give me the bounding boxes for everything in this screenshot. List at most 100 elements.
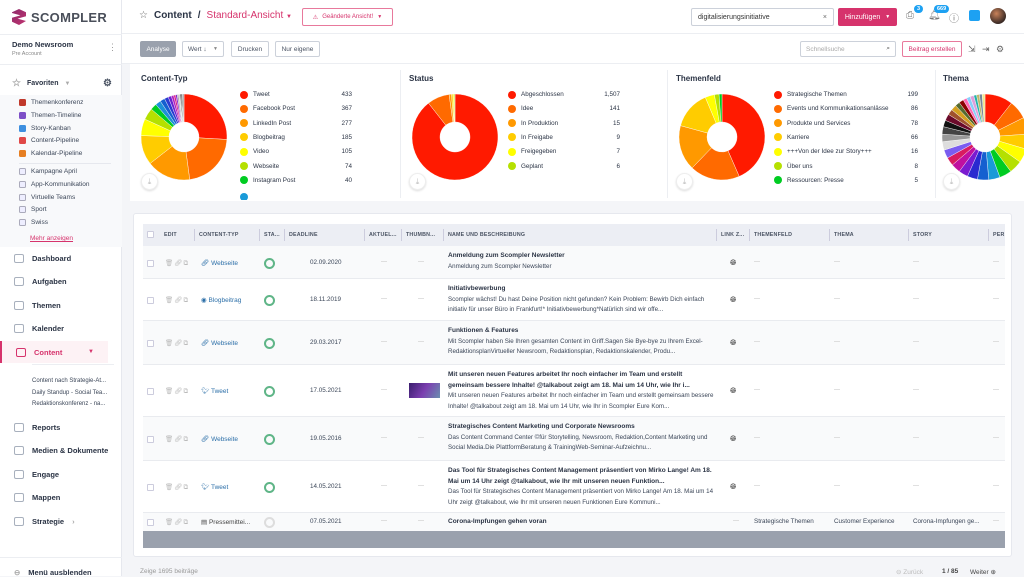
- legend-item[interactable]: LinkedIn Post 277: [240, 119, 352, 128]
- logo[interactable]: SCOMPLER: [12, 9, 107, 25]
- column-header[interactable]: THEMA: [834, 232, 854, 238]
- download-chart-button[interactable]: ⤓: [409, 173, 426, 190]
- legend-item[interactable]: Events und Kommunikationsanlässe 86: [774, 104, 918, 113]
- status-indicator[interactable]: [264, 386, 275, 397]
- favorite-item[interactable]: Story-Kanban: [19, 124, 71, 132]
- nav-reports[interactable]: Reports: [14, 422, 122, 432]
- horizontal-scrollbar[interactable]: [143, 531, 1005, 548]
- org-name[interactable]: Demo Newsroom Pre Account: [12, 40, 74, 57]
- favorite-item[interactable]: Themen-Timeline: [19, 111, 81, 119]
- nav-themen[interactable]: Themen: [14, 300, 122, 310]
- name-description[interactable]: Corona-Impfungen gehen voran: [448, 517, 718, 528]
- legend-item[interactable]: Tweet 433: [240, 90, 352, 99]
- row-actions[interactable]: 🗑︎🔗︎⧉: [165, 435, 189, 444]
- table-row[interactable]: 🗑︎🔗︎⧉ 🐦︎ Tweet 14.05.2021 — — Das Tool für St…: [143, 461, 1005, 513]
- nav-kalender[interactable]: Kalender: [14, 323, 122, 333]
- settings-icon[interactable]: ⚙: [996, 44, 1005, 54]
- changed-view-button[interactable]: ⚠ Geänderte Ansicht! ▼: [302, 8, 393, 26]
- view-selector[interactable]: Standard-Ansicht ▼: [206, 10, 292, 21]
- content-type-link[interactable]: ▤ Pressemittei...: [201, 519, 251, 526]
- download-chart-button[interactable]: ⤓: [676, 173, 693, 190]
- favorite-calendar-item[interactable]: Swiss: [19, 219, 48, 227]
- nav-content[interactable]: Content ▼: [0, 341, 108, 363]
- table-row[interactable]: 🗑︎🔗︎⧉ 🔗︎ Webseite 02.09.2020— — Anmeldung zu…: [143, 246, 1005, 279]
- favorites-header[interactable]: ☆ Favoriten ▼ ⚙: [12, 78, 112, 89]
- legend-item[interactable]: Webseite 74: [240, 162, 352, 171]
- legend-item[interactable]: Facebook Post 367: [240, 104, 352, 113]
- copy-icon[interactable]: ⧉: [183, 436, 190, 443]
- row-actions[interactable]: 🗑︎🔗︎⧉: [165, 483, 189, 492]
- pie-slice[interactable]: [411, 93, 499, 181]
- row-actions[interactable]: 🗑︎🔗︎⧉: [165, 296, 189, 305]
- legend-item[interactable]: Ressourcen: Presse 5: [774, 176, 918, 185]
- legend-item[interactable]: +++Von der Idee zur Story+++ 16: [774, 147, 918, 156]
- content-title[interactable]: Mit unseren neuen Features arbeitet Ihr …: [448, 371, 690, 389]
- column-header[interactable]: STORY: [913, 232, 932, 238]
- copy-icon[interactable]: ⧉: [183, 388, 190, 395]
- content-type-link[interactable]: 🐦︎ Tweet: [201, 484, 229, 491]
- favorite-item[interactable]: Kalendar-Pipeline: [19, 150, 82, 158]
- copy-icon[interactable]: ⧉: [183, 484, 190, 491]
- favorite-item[interactable]: Content-Pipeline: [19, 137, 79, 145]
- globe-icon[interactable]: 🌐︎: [730, 338, 737, 347]
- copy-icon[interactable]: ⧉: [183, 340, 190, 347]
- trash-icon[interactable]: 🗑︎: [165, 436, 175, 443]
- link-icon[interactable]: 🔗︎: [174, 519, 184, 526]
- legend-item[interactable]: Karriere 66: [774, 133, 918, 142]
- column-header[interactable]: THEMENFELD: [754, 232, 793, 238]
- status-indicator[interactable]: [264, 257, 275, 269]
- breadcrumb-content[interactable]: Content: [153, 10, 192, 21]
- quick-search-input[interactable]: Schnellsuche ⌕: [800, 41, 896, 57]
- trash-icon[interactable]: 🗑︎: [165, 519, 175, 526]
- globe-icon[interactable]: 🌐︎: [730, 257, 737, 267]
- global-search-input[interactable]: digitalisierungsinitiative ×: [691, 8, 834, 26]
- row-actions[interactable]: 🗑︎🔗︎⧉: [165, 387, 189, 396]
- select-all-checkbox[interactable]: [147, 231, 154, 238]
- row-checkbox[interactable]: [147, 484, 154, 491]
- only-own-button[interactable]: Nur eigene: [275, 41, 320, 57]
- column-header[interactable]: LINK Z...: [721, 232, 745, 238]
- create-post-button[interactable]: Beitrag erstellen: [902, 41, 962, 57]
- add-button[interactable]: Hinzufügen ▼: [838, 8, 897, 26]
- nav-dashboard[interactable]: Dashboard: [14, 253, 122, 263]
- content-type-link[interactable]: 🐦︎ Tweet: [201, 388, 229, 395]
- user-avatar[interactable]: [990, 8, 1006, 24]
- content-title[interactable]: Initiativbewerbung: [448, 285, 506, 292]
- name-description[interactable]: Anmeldung zum Scompler Newsletter Anmeldu…: [448, 251, 718, 272]
- column-header[interactable]: CONTENT-TYP: [199, 232, 239, 238]
- table-row[interactable]: 🗑︎🔗︎⧉ 🔗︎ Webseite 19.05.2016— — Strategische…: [143, 417, 1005, 461]
- bell-icon[interactable]: 🔔︎: [928, 10, 941, 21]
- globe-icon[interactable]: 🌐︎: [730, 295, 737, 304]
- clear-icon[interactable]: ×: [822, 13, 827, 21]
- star-icon[interactable]: ☆: [139, 10, 148, 21]
- row-checkbox[interactable]: [147, 259, 154, 267]
- table-row[interactable]: 🗑︎🔗︎⧉ ◉ Blogbeitrag 18.11.2019 — — Initiativb…: [143, 279, 1005, 321]
- gear-icon[interactable]: ⚙: [103, 78, 112, 89]
- sort-select[interactable]: Wert ↓ ▼: [182, 41, 224, 57]
- show-more-link[interactable]: Mehr anzeigen: [30, 235, 73, 242]
- name-description[interactable]: Das Tool für Strategisches Content Manag…: [448, 466, 718, 508]
- content-title[interactable]: Strategisches Content Marketing und Corp…: [448, 423, 635, 430]
- globe-icon[interactable]: 🌐︎: [730, 386, 737, 395]
- saved-view-item[interactable]: Daily Standup - Social Tea...: [32, 389, 108, 396]
- favorite-calendar-item[interactable]: Sport: [19, 206, 47, 214]
- pie-slice[interactable]: [183, 93, 228, 140]
- pie-slice[interactable]: [185, 137, 228, 180]
- export-icon[interactable]: ⇥: [982, 44, 990, 54]
- info-icon[interactable]: ⓘ: [949, 14, 959, 25]
- legend-item[interactable]: Instagram Post 40: [240, 176, 352, 185]
- status-indicator[interactable]: [264, 517, 275, 528]
- link-icon[interactable]: 🔗︎: [174, 484, 184, 491]
- favorite-calendar-item[interactable]: Virtuelle Teams: [19, 193, 75, 201]
- row-checkbox[interactable]: [147, 340, 154, 347]
- favorite-calendar-item[interactable]: Kampagne April: [19, 168, 77, 175]
- content-title[interactable]: Anmeldung zum Scompler Newsletter: [448, 252, 565, 259]
- name-description[interactable]: Strategisches Content Marketing und Corp…: [448, 422, 718, 454]
- copy-icon[interactable]: ⧉: [183, 519, 190, 526]
- legend-item[interactable]: Über uns 8: [774, 162, 918, 171]
- column-header[interactable]: DEADLINE: [289, 232, 318, 238]
- nav-mappen[interactable]: Mappen: [14, 492, 122, 502]
- trash-icon[interactable]: 🗑︎: [165, 484, 175, 491]
- legend-item[interactable]: Freigegeben 7: [508, 147, 620, 156]
- link-icon[interactable]: 🔗︎: [174, 388, 184, 395]
